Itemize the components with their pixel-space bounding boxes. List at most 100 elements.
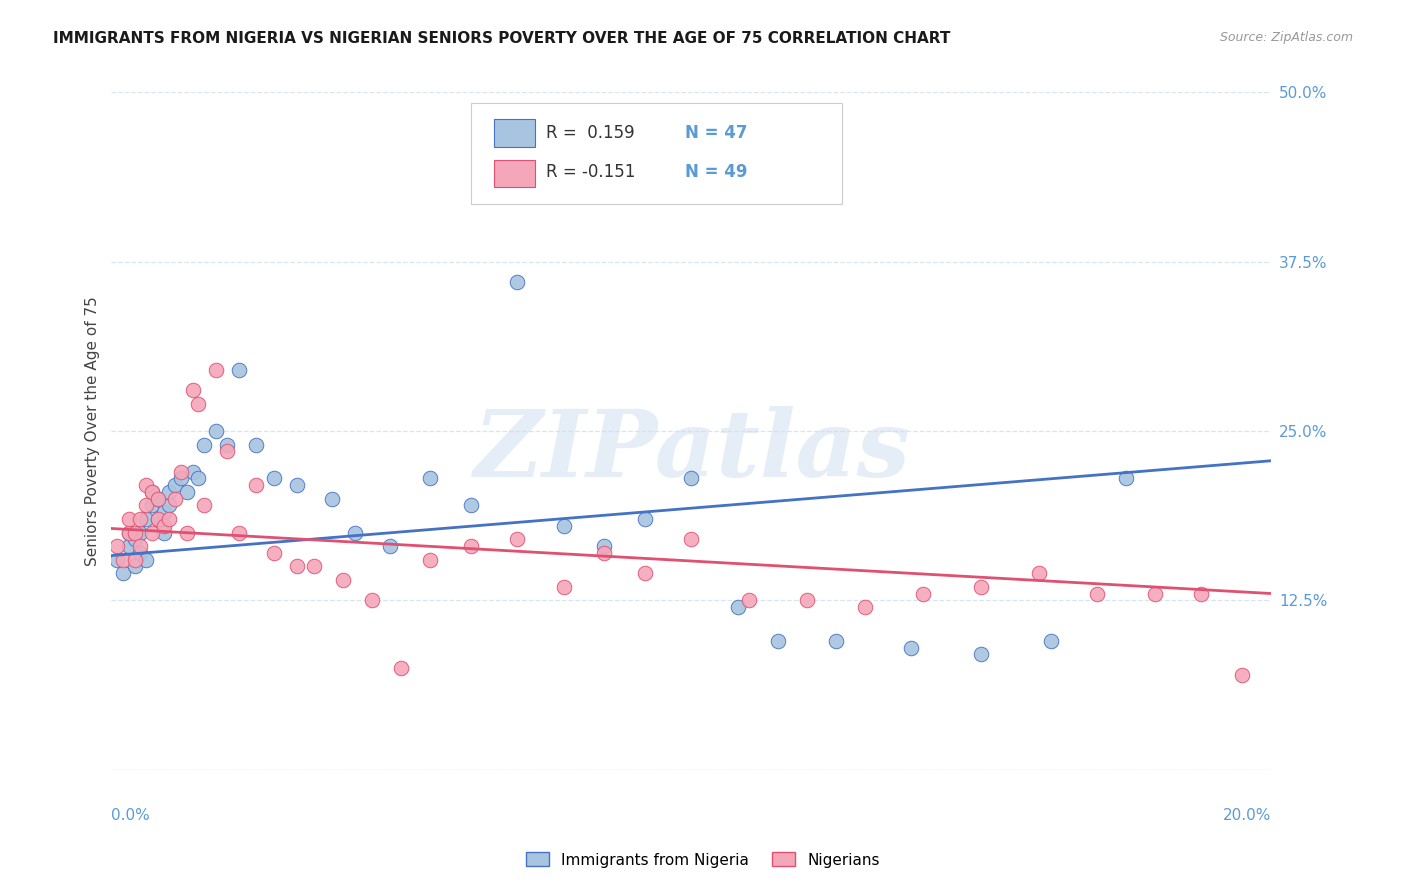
Text: N = 47: N = 47 [685, 124, 748, 142]
Text: 20.0%: 20.0% [1223, 808, 1271, 823]
Point [118, 525, 141, 540]
Point [1085, 586, 1108, 600]
Point [900, 640, 922, 655]
Point [634, 512, 657, 526]
Text: Source: ZipAtlas.com: Source: ZipAtlas.com [1219, 31, 1353, 45]
Point [176, 484, 198, 499]
Point [263, 471, 285, 485]
FancyBboxPatch shape [494, 120, 534, 146]
Point [1143, 586, 1166, 600]
Point [970, 648, 993, 662]
Point [361, 593, 384, 607]
Point [1230, 667, 1253, 681]
Point [285, 478, 308, 492]
Point [681, 471, 703, 485]
Point [796, 593, 818, 607]
Point [228, 525, 250, 540]
FancyBboxPatch shape [494, 160, 534, 187]
Point [228, 363, 250, 377]
Point [970, 580, 993, 594]
Point [152, 505, 174, 519]
Point [152, 525, 174, 540]
Point [135, 552, 157, 566]
Point [853, 600, 876, 615]
Point [304, 559, 326, 574]
Point [105, 552, 128, 566]
Point [157, 512, 180, 526]
Point [738, 593, 761, 607]
Point [146, 512, 169, 526]
Point [204, 424, 226, 438]
Point [181, 384, 204, 398]
Point [634, 566, 657, 581]
Point [506, 533, 529, 547]
Point [152, 518, 174, 533]
Point [912, 586, 935, 600]
Point [135, 478, 157, 492]
Point [105, 539, 128, 553]
Point [118, 525, 141, 540]
Point [263, 546, 285, 560]
Point [681, 533, 703, 547]
Point [141, 484, 163, 499]
Point [124, 559, 146, 574]
Point [553, 518, 575, 533]
Point [146, 491, 169, 506]
Point [245, 478, 267, 492]
Text: R =  0.159: R = 0.159 [546, 124, 636, 142]
Point [1115, 471, 1137, 485]
Point [111, 566, 134, 581]
Point [157, 499, 180, 513]
Point [419, 471, 441, 485]
Point [727, 600, 749, 615]
Text: N = 49: N = 49 [685, 163, 748, 181]
Text: ZIPatlas: ZIPatlas [472, 406, 910, 496]
Point [124, 533, 146, 547]
Point [825, 634, 848, 648]
Point [129, 512, 152, 526]
Point [111, 552, 134, 566]
Point [187, 471, 209, 485]
Point [129, 546, 152, 560]
Point [124, 525, 146, 540]
Point [146, 512, 169, 526]
Point [553, 580, 575, 594]
Point [187, 397, 209, 411]
Point [170, 465, 193, 479]
FancyBboxPatch shape [471, 103, 842, 204]
Point [389, 661, 412, 675]
Point [193, 499, 215, 513]
Point [118, 512, 141, 526]
Point [1189, 586, 1212, 600]
Point [1028, 566, 1050, 581]
Point [217, 437, 239, 451]
Point [285, 559, 308, 574]
Point [141, 484, 163, 499]
Point [506, 275, 529, 289]
Point [193, 437, 215, 451]
Point [593, 546, 616, 560]
Point [1039, 634, 1062, 648]
Point [157, 484, 180, 499]
Point [204, 363, 226, 377]
Y-axis label: Seniors Poverty Over the Age of 75: Seniors Poverty Over the Age of 75 [86, 296, 100, 566]
Point [170, 471, 193, 485]
Point [129, 525, 152, 540]
Point [245, 437, 267, 451]
Point [135, 512, 157, 526]
Point [460, 539, 482, 553]
Point [165, 478, 187, 492]
Point [141, 525, 163, 540]
Legend: Immigrants from Nigeria, Nigerians: Immigrants from Nigeria, Nigerians [520, 847, 886, 873]
Point [419, 552, 441, 566]
Point [165, 491, 187, 506]
Point [321, 491, 343, 506]
Text: 0.0%: 0.0% [111, 808, 150, 823]
Point [118, 539, 141, 553]
Point [378, 539, 401, 553]
Point [146, 491, 169, 506]
Text: IMMIGRANTS FROM NIGERIA VS NIGERIAN SENIORS POVERTY OVER THE AGE OF 75 CORRELATI: IMMIGRANTS FROM NIGERIA VS NIGERIAN SENI… [53, 31, 950, 46]
Text: R = -0.151: R = -0.151 [546, 163, 636, 181]
Point [141, 499, 163, 513]
Point [181, 465, 204, 479]
